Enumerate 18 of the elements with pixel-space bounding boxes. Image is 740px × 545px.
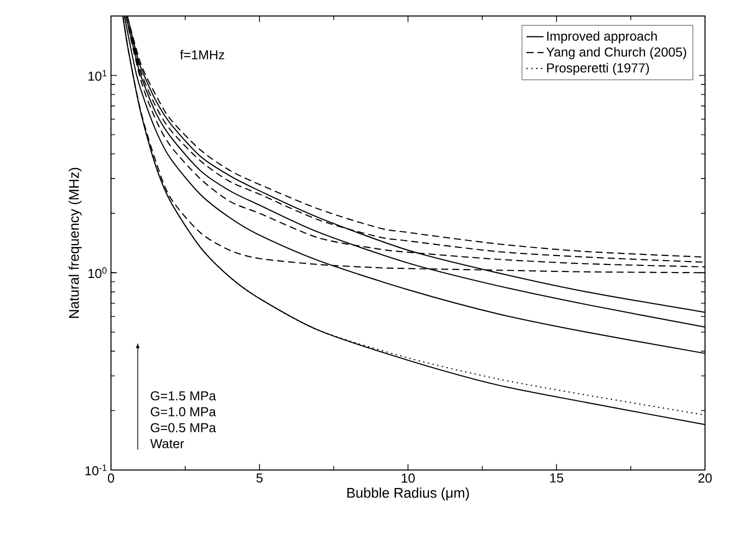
annotation: G=1.5 MPa (150, 391, 216, 400)
x-tick-label: 10 (402, 474, 415, 483)
legend-label: Prosperetti (1977) (547, 62, 649, 76)
legend-label: Yang and Church (2005) (546, 47, 686, 60)
x-tick-label: 15 (550, 474, 564, 483)
x-tick-label: 0 (108, 474, 114, 483)
legend-label: Improved approach (547, 31, 657, 44)
y-tick-label: 10$^{1}$ (88, 70, 107, 81)
annotation: Water (150, 439, 184, 448)
y-tick-label: 10$^{0}$ (88, 267, 107, 278)
y-axis-title: Natural frequency (MHz) (68, 168, 82, 318)
x-tick-label: 5 (256, 474, 263, 483)
x-tick-label: 20 (698, 474, 712, 483)
annotation: f=1MHz (180, 50, 224, 60)
annotation: G=1.0 MPa (150, 407, 216, 416)
annotation: G=0.5 MPa (150, 423, 216, 432)
y-tick-label: 10$^{-1}$ (86, 464, 107, 476)
x-axis-title: Bubble Radius (μm) (347, 488, 469, 501)
